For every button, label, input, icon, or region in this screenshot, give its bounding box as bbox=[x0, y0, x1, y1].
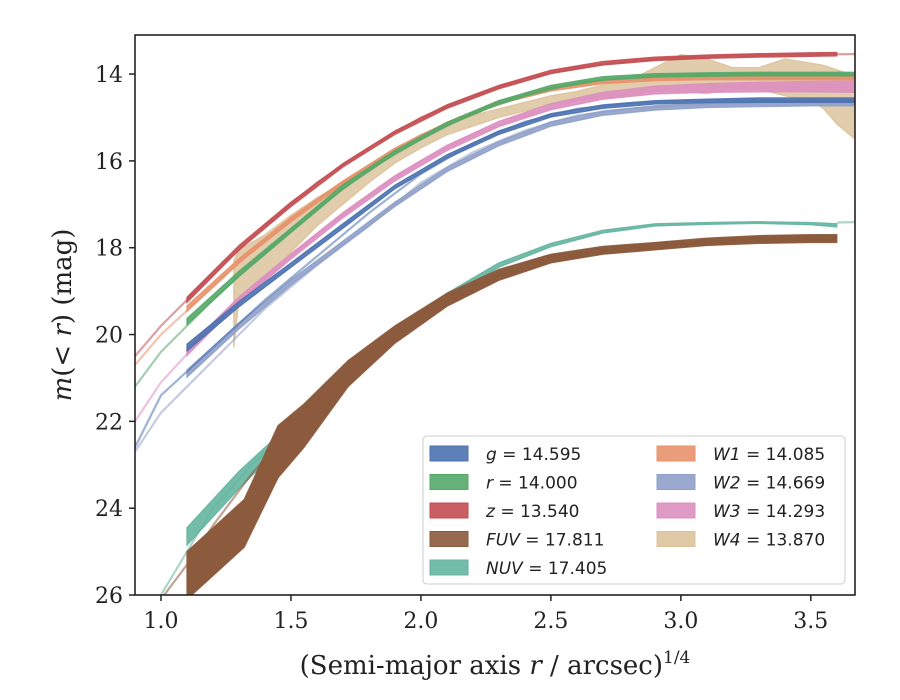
y-tick-label: 18 bbox=[95, 237, 123, 262]
legend-swatch-nuv bbox=[429, 559, 469, 576]
legend-swatch-w3 bbox=[656, 502, 696, 519]
y-axis: 14 16 18 20 22 24 26 bbox=[95, 63, 135, 609]
w3-profile-band bbox=[186, 80, 855, 357]
legend-label-w4: W4 = 13.870 bbox=[713, 531, 825, 551]
x-axis-label: (Semi-major axis r / arcsec)1/4 bbox=[300, 648, 691, 681]
x-tick-label: 3.0 bbox=[663, 609, 698, 634]
legend-entry-r: r = 14.000 bbox=[429, 474, 578, 494]
legend-label-nuv: NUV = 17.405 bbox=[486, 559, 607, 579]
legend-swatch-w4 bbox=[656, 531, 696, 547]
y-tick-label: 20 bbox=[95, 324, 123, 349]
legend-swatch-w1 bbox=[656, 445, 696, 462]
legend-label-g: g = 14.595 bbox=[486, 445, 581, 465]
legend-entry-w1: W1 = 14.085 bbox=[656, 445, 825, 465]
legend-entry-w4: W4 = 13.870 bbox=[656, 531, 825, 551]
series-r bbox=[135, 71, 855, 388]
legend-entry-g: g = 14.595 bbox=[429, 445, 581, 465]
plot-frame bbox=[134, 34, 856, 596]
legend-swatch-w2 bbox=[656, 474, 696, 490]
legend-entry-w2: W2 = 14.669 bbox=[656, 474, 825, 494]
legend-swatch-fuv bbox=[429, 531, 469, 547]
series-z bbox=[135, 51, 855, 357]
series-w2 bbox=[135, 99, 855, 453]
g-profile-band bbox=[186, 97, 855, 353]
series-g bbox=[135, 97, 855, 448]
legend-label-w1: W1 = 14.085 bbox=[713, 445, 825, 465]
legend-label-w3: W3 = 14.293 bbox=[713, 502, 825, 522]
x-axis: 1.0 1.5 2.0 2.5 3.0 3.5 bbox=[143, 595, 828, 634]
y-tick-label: 14 bbox=[95, 63, 123, 88]
x-tick-label: 2.0 bbox=[403, 609, 438, 634]
y-tick-label: 22 bbox=[95, 410, 123, 435]
legend-label-z: z = 13.540 bbox=[485, 502, 579, 522]
legend-swatch-g bbox=[429, 445, 469, 462]
legend-entry-fuv: FUV = 17.811 bbox=[429, 531, 604, 551]
r-profile-band bbox=[186, 71, 855, 327]
legend-swatch-z bbox=[429, 502, 469, 519]
legend-entry-nuv: NUV = 17.405 bbox=[429, 559, 607, 579]
y-axis-label: m(< r) (mag) bbox=[48, 229, 78, 402]
legend-entry-w3: W3 = 14.293 bbox=[656, 502, 825, 522]
z-profile-band bbox=[186, 51, 838, 304]
legend-swatch-r bbox=[429, 474, 469, 490]
series-layer bbox=[135, 51, 855, 595]
legend-label-w2: W2 = 14.669 bbox=[713, 474, 825, 494]
x-tick-label: 2.5 bbox=[533, 609, 568, 634]
fuv-profile-band bbox=[186, 234, 838, 595]
x-tick-label: 1.5 bbox=[273, 609, 308, 634]
x-tick-label: 3.5 bbox=[793, 609, 828, 634]
x-tick-label: 1.0 bbox=[143, 609, 178, 634]
y-tick-label: 16 bbox=[95, 150, 123, 175]
legend-label-fuv: FUV = 17.811 bbox=[486, 531, 604, 551]
legend: g = 14.595 r = 14.000 z = 13.540 FUV = 17.8… bbox=[422, 435, 846, 585]
legend-label-r: r = 14.000 bbox=[486, 474, 578, 494]
y-tick-label: 26 bbox=[95, 584, 123, 609]
legend-box bbox=[422, 435, 846, 585]
y-tick-label: 24 bbox=[95, 497, 123, 522]
w2-profile-band bbox=[186, 99, 855, 379]
legend-entry-z: z = 13.540 bbox=[429, 502, 579, 522]
series-fuv bbox=[162, 234, 838, 595]
